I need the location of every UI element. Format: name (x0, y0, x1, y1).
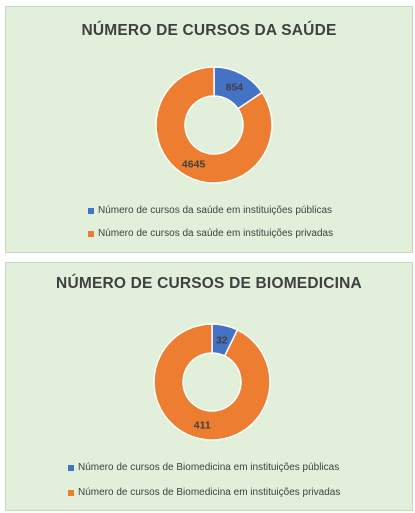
legend-swatch (88, 207, 94, 214)
legend-label: Número de cursos de Biomedicina em insti… (78, 487, 341, 498)
slice-privadas (153, 323, 271, 441)
donut-chart: 854 4645 (155, 66, 273, 184)
legend-item-privadas: Número de cursos da saúde em instituiçõe… (88, 228, 333, 239)
chart-title: NÚMERO DE CURSOS DA SAÚDE (81, 22, 337, 39)
data-label: 411 (194, 419, 211, 431)
data-label: 4645 (182, 158, 206, 170)
legend-item-privadas: Número de cursos de Biomedicina em insti… (68, 487, 340, 498)
legend-label: Número de cursos de Biomedicina em insti… (78, 462, 340, 473)
legend-swatch (88, 230, 94, 237)
legend-swatch (68, 464, 74, 471)
chart-title: NÚMERO DE CURSOS DE BIOMEDICINA (56, 275, 362, 292)
data-label: 32 (216, 335, 228, 347)
legend-item-publicas: Número de cursos de Biomedicina em insti… (68, 462, 339, 473)
chart-panel-saude: NÚMERO DE CURSOS DA SAÚDE 854 4645 Número… (5, 6, 413, 253)
donut-chart: 32 411 (153, 323, 271, 441)
legend-swatch (68, 489, 74, 496)
legend-label: Número de cursos da saúde em instituiçõe… (98, 205, 333, 216)
slice-privadas (155, 66, 273, 184)
data-label: 854 (226, 82, 244, 94)
legend-item-publicas: Número de cursos da saúde em instituiçõe… (88, 205, 332, 216)
legend-label: Número de cursos da saúde em instituiçõe… (98, 228, 334, 239)
chart-panel-biomedicina: NÚMERO DE CURSOS DE BIOMEDICINA 32 411 Nú… (5, 262, 413, 511)
